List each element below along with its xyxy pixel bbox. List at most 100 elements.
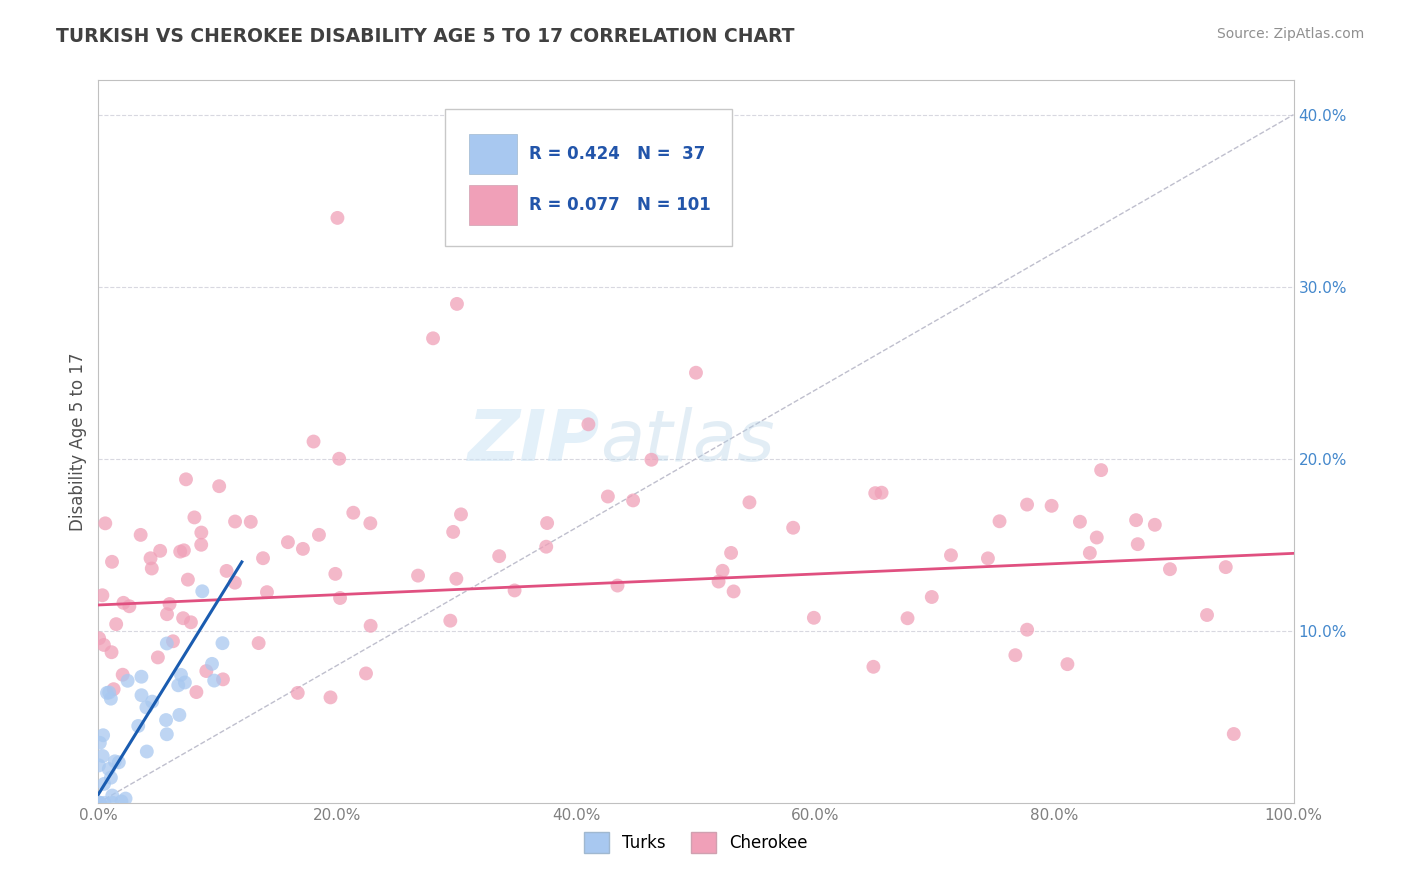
Point xyxy=(596,490,619,504)
Point xyxy=(685,366,707,380)
Point xyxy=(302,434,325,449)
Point xyxy=(208,479,231,493)
Point xyxy=(1040,499,1063,513)
Point xyxy=(707,574,730,589)
Point xyxy=(212,673,235,687)
FancyBboxPatch shape xyxy=(470,185,517,225)
Point xyxy=(190,538,212,552)
Point xyxy=(139,551,162,566)
Point xyxy=(360,619,382,633)
Point xyxy=(191,584,214,599)
Point xyxy=(450,508,472,522)
Point xyxy=(89,796,111,810)
Point xyxy=(865,486,887,500)
Legend: Turks, Cherokee: Turks, Cherokee xyxy=(578,826,814,860)
Point xyxy=(359,516,381,531)
Point xyxy=(172,611,194,625)
Point xyxy=(155,713,177,727)
Point xyxy=(100,771,122,785)
Point xyxy=(93,796,115,810)
Point xyxy=(1126,537,1149,551)
Point xyxy=(536,516,558,530)
Point xyxy=(91,588,114,602)
Point xyxy=(141,561,163,575)
Point xyxy=(174,472,197,486)
Point xyxy=(131,670,153,684)
Point xyxy=(870,485,893,500)
Point xyxy=(328,451,350,466)
Point xyxy=(488,549,510,564)
FancyBboxPatch shape xyxy=(470,135,517,174)
Point xyxy=(224,515,246,529)
Point xyxy=(803,611,825,625)
Point xyxy=(291,541,314,556)
Point xyxy=(195,664,218,678)
Point xyxy=(89,736,111,750)
Point xyxy=(112,596,135,610)
Point xyxy=(441,524,464,539)
Point xyxy=(91,728,114,742)
Point xyxy=(202,673,225,688)
Point xyxy=(100,691,122,706)
Point xyxy=(211,636,233,650)
Point xyxy=(439,614,461,628)
Point xyxy=(93,777,115,791)
Point xyxy=(326,211,349,225)
Point xyxy=(129,528,152,542)
Point xyxy=(159,597,181,611)
Point xyxy=(503,583,526,598)
Point xyxy=(180,615,202,630)
Point xyxy=(156,636,179,650)
Point xyxy=(1085,531,1108,545)
Point xyxy=(239,515,262,529)
Point xyxy=(110,794,132,808)
Point xyxy=(1159,562,1181,576)
Point xyxy=(1125,513,1147,527)
Point xyxy=(1015,498,1038,512)
Point xyxy=(98,685,121,699)
Point xyxy=(173,543,195,558)
Point xyxy=(118,599,141,614)
Point xyxy=(329,591,352,605)
Point xyxy=(101,796,124,810)
Point xyxy=(446,572,468,586)
Point xyxy=(1069,515,1091,529)
Point xyxy=(169,544,191,558)
Point xyxy=(1143,517,1166,532)
Point xyxy=(252,551,274,566)
Point xyxy=(720,546,742,560)
Point xyxy=(190,525,212,540)
Point xyxy=(169,707,191,722)
Point xyxy=(1223,727,1246,741)
Point xyxy=(939,549,962,563)
Point xyxy=(921,590,943,604)
Point xyxy=(114,791,136,805)
Point xyxy=(711,564,734,578)
Point xyxy=(101,789,124,803)
Point xyxy=(621,493,644,508)
Point xyxy=(103,682,125,697)
Point xyxy=(135,745,157,759)
Point xyxy=(988,514,1011,528)
Point xyxy=(149,544,172,558)
Point xyxy=(342,506,364,520)
Point xyxy=(287,686,309,700)
Point xyxy=(101,555,124,569)
Point xyxy=(977,551,1000,566)
Point xyxy=(135,700,157,714)
Point xyxy=(96,686,118,700)
Point xyxy=(224,575,246,590)
Point xyxy=(534,540,557,554)
Point xyxy=(354,666,377,681)
Point xyxy=(1056,657,1078,672)
Point xyxy=(87,758,110,772)
Point xyxy=(277,535,299,549)
Point xyxy=(162,634,184,648)
Point xyxy=(201,657,224,671)
Point xyxy=(94,516,117,531)
FancyBboxPatch shape xyxy=(446,109,733,246)
Point xyxy=(247,636,270,650)
Point xyxy=(1195,607,1218,622)
Point xyxy=(100,645,122,659)
Point xyxy=(325,566,347,581)
